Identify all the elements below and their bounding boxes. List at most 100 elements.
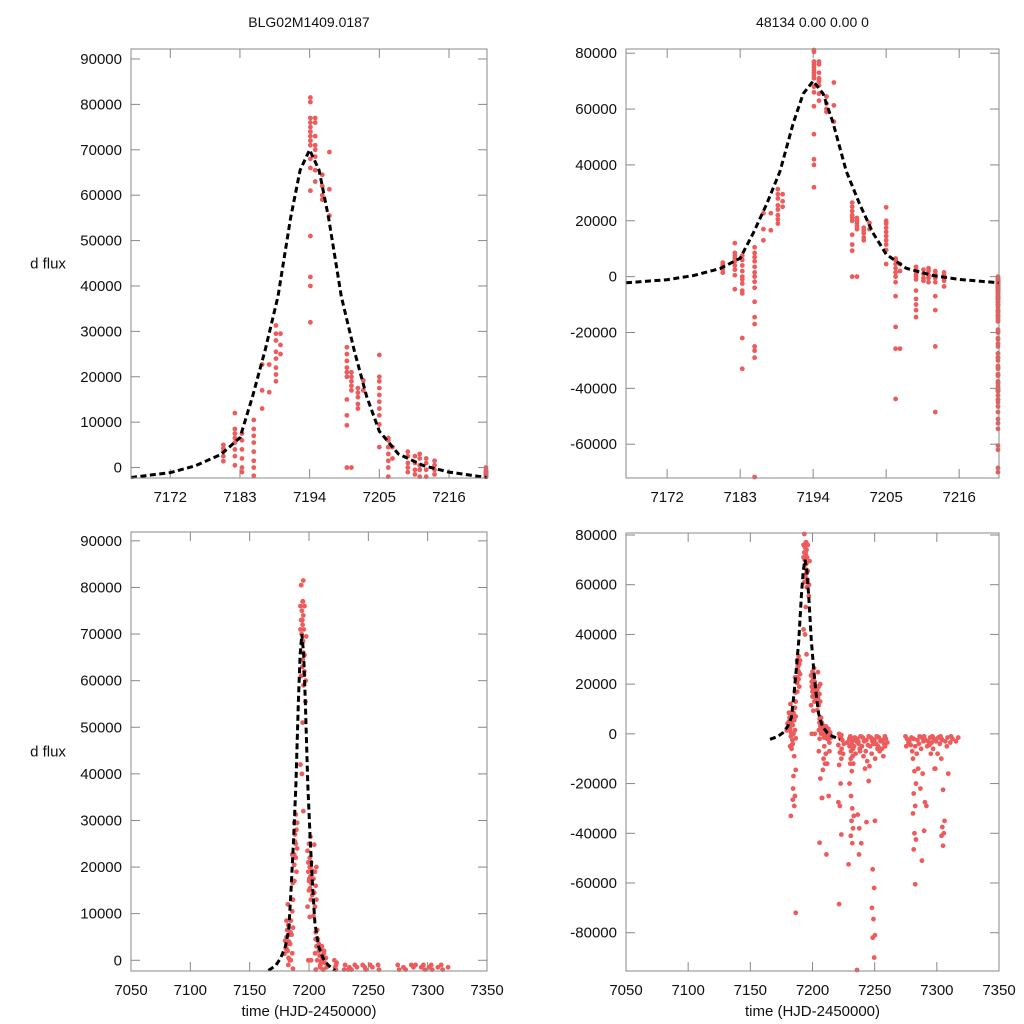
data-point (849, 212, 855, 218)
data-point (308, 957, 314, 963)
data-point (299, 608, 305, 614)
x-tick-label: 7194 (293, 489, 326, 506)
data-point (939, 833, 944, 839)
data-point (817, 840, 822, 846)
data-point (918, 786, 923, 791)
plot-frame (625, 48, 1000, 479)
data-point (273, 331, 279, 337)
data-point (435, 964, 441, 970)
data-point (300, 613, 306, 618)
data-point (859, 743, 865, 749)
data-point (300, 599, 306, 604)
data-point (940, 787, 946, 793)
data-point (300, 657, 306, 663)
data-point (376, 352, 382, 358)
data-point (893, 270, 898, 275)
data-point (801, 627, 806, 632)
data-point (911, 791, 917, 796)
y-tick-label: 10000 (80, 414, 122, 431)
data-point (299, 771, 305, 777)
x-axis-label: time (HJD-2450000) (241, 1003, 376, 1020)
data-point (808, 673, 814, 678)
y-tick-label: 0 (609, 726, 617, 743)
data-point (995, 378, 1001, 384)
x-axis-label: time (HJD-2450000) (745, 1003, 880, 1020)
data-point (906, 738, 912, 744)
data-point (932, 344, 938, 349)
data-point (861, 753, 866, 759)
y-tick-label: 80000 (80, 96, 122, 113)
data-point (307, 133, 313, 139)
x-tick-label: 7250 (858, 982, 891, 999)
data-point (423, 467, 429, 473)
data-point (273, 323, 279, 328)
data-point (826, 793, 832, 799)
data-point (913, 302, 919, 307)
data-point (360, 387, 366, 393)
data-point (760, 237, 766, 243)
data-point (290, 925, 296, 931)
data-point (929, 740, 935, 745)
data-point (855, 812, 861, 818)
data-point (817, 776, 823, 781)
data-point (278, 351, 283, 357)
data-point (298, 762, 303, 767)
data-point (811, 162, 817, 168)
data-point (259, 406, 265, 411)
data-point (866, 778, 872, 784)
data-point (837, 803, 843, 809)
panel-title: BLG02M1409.0187 (248, 14, 370, 30)
data-point (417, 467, 423, 473)
data-point (305, 869, 311, 875)
y-tick-label: -40000 (570, 380, 617, 397)
data-point (921, 275, 926, 281)
data-point (312, 142, 318, 148)
data-point (816, 91, 822, 97)
data-point (311, 842, 317, 848)
data-point (815, 669, 821, 675)
data-point (883, 261, 889, 267)
data-points (220, 95, 489, 480)
data-point (232, 447, 238, 452)
data-point (824, 94, 829, 99)
data-point (816, 61, 822, 67)
data-point (919, 858, 925, 864)
data-point (814, 687, 820, 693)
data-point (299, 617, 305, 623)
data-point (793, 767, 799, 773)
y-tick-label: -20000 (570, 324, 617, 341)
data-point (768, 210, 774, 216)
data-point (278, 342, 283, 348)
data-point (793, 910, 799, 916)
data-point (932, 279, 938, 285)
data-point (278, 331, 283, 337)
y-tick-label: 20000 (575, 213, 617, 230)
data-point (860, 735, 866, 740)
data-point (853, 751, 858, 757)
data-point (732, 263, 738, 268)
data-point (995, 337, 1001, 342)
data-point (790, 741, 796, 747)
data-point (932, 766, 938, 772)
data-point (251, 426, 257, 432)
data-point (232, 453, 238, 459)
data-point (913, 307, 919, 313)
data-point (792, 793, 798, 799)
data-point (307, 274, 313, 280)
data-point (911, 736, 917, 742)
data-point (893, 293, 898, 299)
x-tick-label: 7100 (174, 982, 207, 999)
data-point (864, 758, 870, 764)
data-point (405, 465, 411, 470)
data-point (344, 351, 350, 357)
data-point (849, 248, 855, 254)
x-tick-label: 7350 (982, 982, 1015, 999)
x-tick-label: 7300 (411, 982, 444, 999)
data-point (273, 356, 279, 362)
data-point (376, 406, 382, 411)
data-point (811, 184, 817, 190)
y-tick-label: 60000 (80, 187, 122, 204)
data-point (303, 633, 309, 639)
data-point (220, 458, 226, 464)
